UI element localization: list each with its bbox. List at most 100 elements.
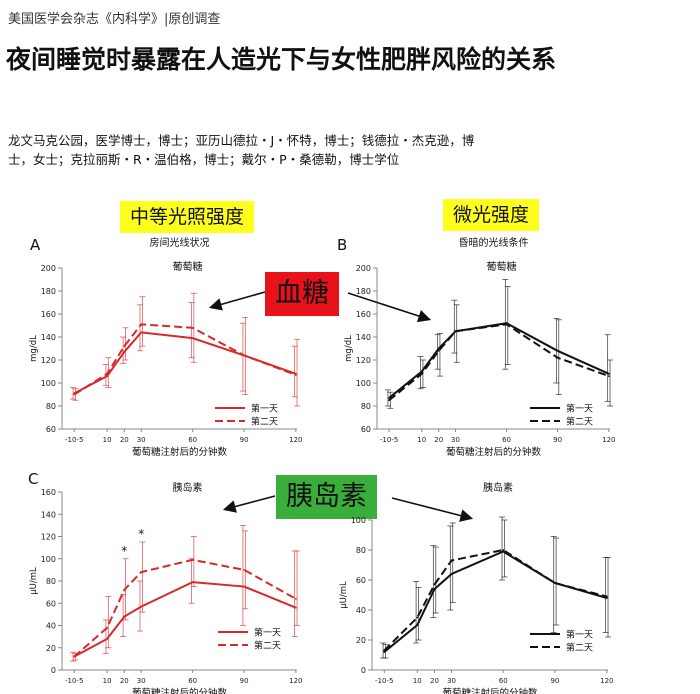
y-tick-label: 40 — [356, 606, 366, 615]
data-point — [243, 585, 246, 588]
y-tick-label: 120 — [41, 533, 56, 542]
x-tick-label: 20 — [430, 677, 439, 685]
y-axis-label: mg/dL — [344, 335, 354, 362]
x-axis-label: 葡萄糖注射后的分钟数 — [446, 446, 542, 458]
x-tick-label: 30 — [137, 436, 146, 444]
chart-panel-2: 60 80 100 120 140 160 180 200 -10-5 10 20 30 60 90 120… — [337, 236, 616, 458]
panel-title: 胰岛素 — [483, 481, 513, 494]
data-point — [140, 331, 143, 334]
data-point — [123, 615, 126, 618]
x-tick-label: 10 — [417, 436, 426, 444]
article-headline: 夜间睡觉时暴露在人造光下与女性肥胖风险的关系 — [6, 45, 557, 74]
x-tick-label: 60 — [499, 677, 508, 685]
legend-label-1: 第一天 — [566, 403, 593, 415]
y-tick-label: 140 — [356, 333, 371, 342]
data-point — [73, 655, 76, 658]
x-tick-label: 10 — [413, 677, 422, 685]
x-tick-label: 60 — [188, 436, 197, 444]
data-point — [191, 581, 194, 584]
data-point — [607, 375, 610, 377]
legend-label-2: 第二天 — [251, 416, 278, 428]
panel-title: 胰岛素 — [173, 481, 203, 494]
data-point — [416, 624, 419, 626]
data-point — [106, 626, 109, 629]
y-tick-label: 100 — [356, 379, 371, 388]
callout-arrow-4 — [391, 497, 474, 522]
authors-line-2: 士，女士；克拉丽斯・R・温伯格，博士；戴尔・P・桑德勒，博士学位 — [8, 152, 400, 167]
x-tick-label: 90 — [553, 436, 562, 444]
significance-star: * — [121, 544, 127, 558]
data-point — [73, 393, 76, 396]
y-tick-label: 60 — [46, 425, 56, 434]
x-tick-label: 10 — [103, 436, 112, 444]
x-tick-label: -10-5 — [380, 436, 398, 444]
data-point — [106, 375, 109, 377]
data-point — [388, 397, 391, 399]
insulin-callout: 胰岛素 — [276, 475, 377, 519]
data-point — [191, 337, 194, 340]
x-tick-label: 20 — [434, 436, 443, 444]
y-tick-label: 140 — [41, 333, 56, 342]
callout-arrow-3 — [222, 495, 276, 513]
data-point — [437, 349, 440, 352]
x-tick-label: 90 — [240, 436, 249, 444]
y-tick-label: 160 — [41, 310, 56, 319]
y-tick-label: 100 — [351, 516, 366, 525]
y-tick-label: 160 — [356, 310, 371, 319]
moderate-light-label: 中等光照强度 — [120, 201, 255, 233]
article-authors: 龙文马克公园，医学博士，博士；亚历山德拉・J・怀特，博士；钱德拉・杰克逊，博 士… — [8, 131, 508, 169]
data-point — [243, 568, 246, 571]
data-point — [505, 323, 508, 326]
data-point — [106, 637, 109, 640]
series-line-2 — [73, 323, 297, 396]
x-tick-label: 120 — [602, 436, 615, 444]
chart-panel-1: 60 80 100 120 140 160 180 200 -10-5 10 20 30 60 90 120… — [29, 236, 303, 458]
data-point — [294, 374, 297, 376]
x-tick-label: 120 — [289, 677, 302, 685]
data-point — [123, 345, 126, 348]
significance-star: * — [138, 527, 144, 541]
data-point — [140, 571, 143, 573]
data-point — [140, 323, 143, 326]
data-point — [556, 349, 559, 352]
y-tick-label: 200 — [356, 264, 371, 273]
x-tick-label: 120 — [289, 436, 302, 444]
glucose-callout: 血糖 — [265, 272, 339, 316]
data-point — [123, 589, 126, 591]
data-point — [450, 559, 453, 562]
callout-arrow-2 — [347, 292, 432, 323]
x-tick-label: 20 — [120, 677, 129, 685]
y-tick-label: 140 — [41, 510, 56, 519]
x-tick-label: 90 — [550, 677, 559, 685]
y-tick-label: 60 — [356, 576, 366, 585]
y-tick-label: 80 — [356, 546, 366, 555]
y-tick-label: 100 — [41, 379, 56, 388]
y-tick-label: 100 — [41, 555, 56, 564]
legend-label-1: 第一天 — [254, 627, 281, 639]
x-tick-label: -10-5 — [375, 677, 393, 685]
charts-group: 60 80 100 120 140 160 180 200 -10-5 10 20 30 60 90 120… — [28, 236, 616, 694]
y-tick-label: 120 — [356, 356, 371, 365]
y-axis-label: μU/mL — [339, 581, 349, 609]
chart-panel-3: 0 20 40 60 80 100 120 140 160 -10-5 10 20 30 60 90 120 葡… — [28, 470, 303, 694]
data-point — [607, 372, 610, 375]
y-tick-label: 20 — [46, 644, 56, 653]
data-point — [383, 649, 386, 652]
chart-panel-4: 0 20 40 60 80 100 -10-5 10 20 30 60 90 120 葡萄糖注射后的分钟数… — [339, 481, 614, 694]
panel-title: 葡萄糖 — [173, 260, 203, 273]
data-point — [454, 330, 457, 333]
y-tick-label: 20 — [356, 636, 366, 645]
x-tick-label: 90 — [240, 677, 249, 685]
data-point — [123, 351, 126, 353]
y-tick-label: 80 — [361, 402, 371, 411]
data-point — [605, 597, 608, 599]
legend-label-1: 第一天 — [251, 403, 278, 415]
legend-label-2: 第二天 — [566, 416, 593, 428]
data-point — [294, 606, 297, 609]
x-tick-label: 30 — [137, 677, 146, 685]
y-tick-label: 180 — [356, 287, 371, 296]
data-point — [556, 356, 559, 359]
article-source: 美国医学会杂志《内科学》|原创调查 — [8, 12, 221, 27]
data-point — [140, 605, 143, 608]
